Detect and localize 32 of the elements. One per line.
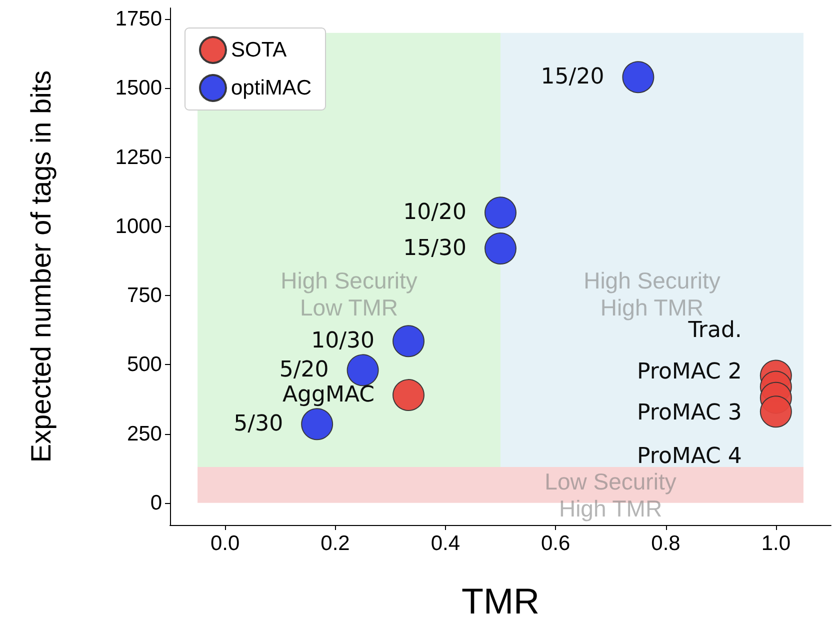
- data-label: ProMAC 3: [637, 400, 742, 426]
- data-label: 5/20: [279, 358, 329, 383]
- band-label: High Security High TMR: [584, 267, 721, 320]
- y-tick-label: 1000: [115, 214, 162, 238]
- x-axis-title: TMR: [462, 580, 540, 622]
- y-tick-label: 1250: [115, 146, 162, 169]
- data-label: 10/20: [403, 200, 466, 226]
- data-label: ProMAC 2: [637, 359, 742, 384]
- data-label: 15/30: [403, 236, 466, 262]
- legend-label: optiMAC: [231, 76, 312, 100]
- y-tick-label: 750: [126, 284, 162, 308]
- y-axis-title: Expected number of tags in bits: [26, 70, 56, 463]
- data-label: AggMAC: [282, 382, 375, 408]
- legend-label: SOTA: [231, 38, 287, 62]
- x-tick-label: 0.0: [210, 532, 240, 555]
- y-tick-label: 1500: [115, 76, 162, 100]
- x-tick-label: 0.6: [540, 532, 570, 555]
- x-tick-label: 0.8: [651, 532, 680, 555]
- data-label: Trad.: [687, 318, 742, 344]
- x-tick-label: 1.0: [761, 532, 791, 555]
- y-tick-label: 250: [126, 422, 162, 446]
- y-tick-label: 1750: [115, 8, 162, 31]
- y-tick-label: 500: [126, 353, 162, 376]
- data-label: 10/30: [311, 328, 375, 354]
- data-label: 5/30: [234, 412, 284, 437]
- band-label: Low Security High TMR: [544, 468, 677, 522]
- y-tick-label: 0: [150, 491, 162, 514]
- data-label: ProMAC 4: [637, 444, 742, 470]
- x-tick-label: 0.4: [430, 532, 460, 555]
- band-label: High Security Low TMR: [280, 267, 418, 320]
- x-tick-label: 0.2: [320, 532, 350, 555]
- data-label: 15/20: [540, 64, 604, 90]
